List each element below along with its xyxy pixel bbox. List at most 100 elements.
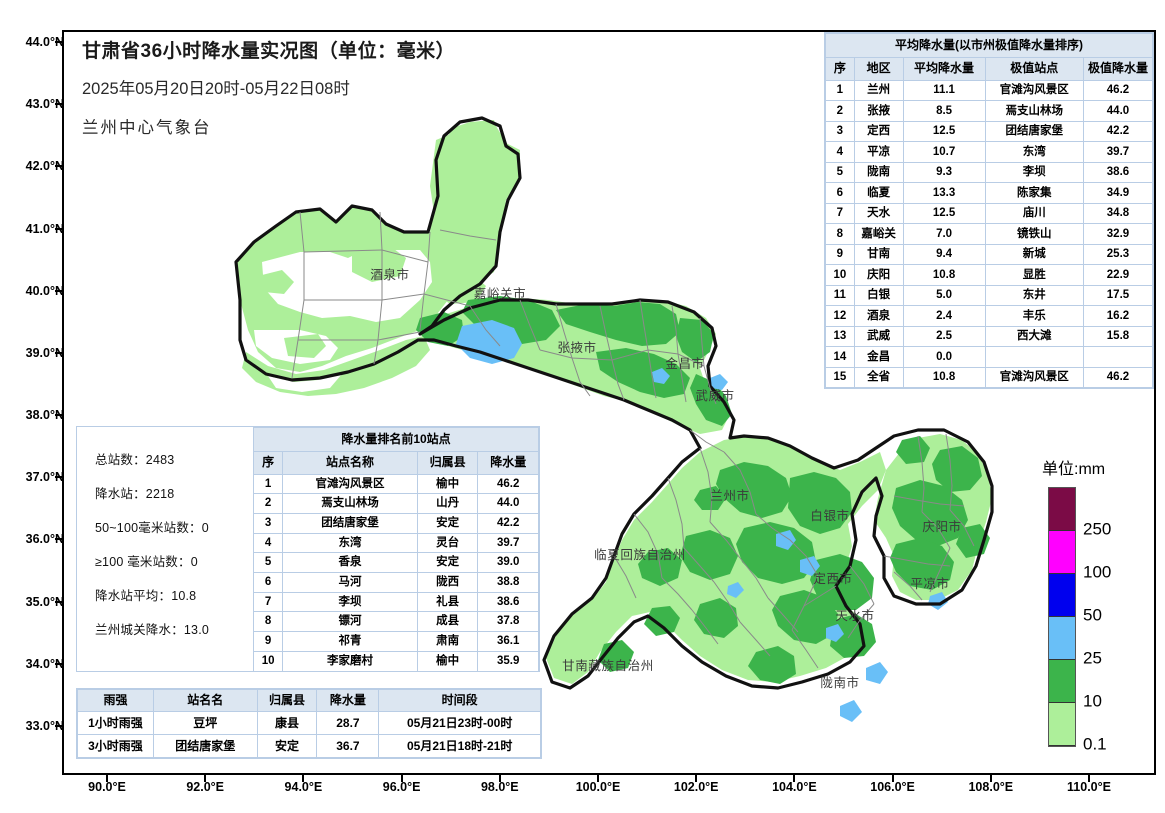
table-row: 8 镖河 成县 37.8 xyxy=(252,611,539,633)
latitude-tick-label: 35.0°N xyxy=(25,594,64,609)
table-row: 5 陇南 9.3 李坝 38.6 xyxy=(825,161,1154,184)
col-header-max: 极值降水量 xyxy=(1082,57,1154,81)
table-cell: 8 xyxy=(252,611,284,633)
latitude-tick-label: 44.0°N xyxy=(25,35,64,49)
title-block: 甘肃省36小时降水量实况图（单位：毫米） 2025年05月20日20时-05月2… xyxy=(82,36,455,138)
table-cell: 榆中 xyxy=(416,650,479,672)
latitude-tick-label: 33.0°N xyxy=(25,719,64,733)
table-cell: 镜铁山 xyxy=(984,223,1084,245)
longitude-tick-label: 90.0°E xyxy=(88,780,126,794)
city-label: 金昌市 xyxy=(665,356,704,371)
col-header-county: 归属县 xyxy=(256,688,318,713)
table-cell: 46.2 xyxy=(1082,366,1154,389)
table-cell: 46.2 xyxy=(1082,79,1154,102)
table-cell: 9.4 xyxy=(902,243,986,266)
latitude-tick-label: 41.0°N xyxy=(25,221,64,236)
table-cell: 榆中 xyxy=(416,473,479,495)
table-cell: 34.9 xyxy=(1082,182,1154,204)
top10-stations-panel: 降水量排名前10站点 序 站点名称 归属县 降水量 1 官滩沟风景区 榆中 46.2 2… xyxy=(252,426,539,672)
table-cell: 西大滩 xyxy=(984,325,1084,348)
table-cell: 7 xyxy=(825,202,855,225)
table-cell: 团结唐家堡 xyxy=(152,734,258,759)
col-header-station: 站名名 xyxy=(152,688,258,713)
table-cell: 8.5 xyxy=(902,100,986,122)
table-row: 3 定西 12.5 团结唐家堡 42.2 xyxy=(825,120,1154,143)
city-label: 武威市 xyxy=(695,388,734,403)
top10-header-row: 序 站点名称 归属县 降水量 xyxy=(252,451,539,475)
summary-stat-line: ≥100 毫米站数：0 xyxy=(95,555,198,569)
table-cell: 9 xyxy=(825,243,855,266)
table-row: 13 武威 2.5 西大滩 15.8 xyxy=(825,325,1154,348)
table-row: 4 东湾 灵台 39.7 xyxy=(252,532,539,554)
latitude-tick xyxy=(55,725,62,727)
table-cell: 马河 xyxy=(282,572,418,593)
table-row: 1 兰州 11.1 官滩沟风景区 46.2 xyxy=(825,79,1154,102)
table-cell: 东湾 xyxy=(984,141,1084,163)
latitude-tick-label: 37.0°N xyxy=(25,470,64,485)
table-cell: 5 xyxy=(825,161,855,184)
table-cell: 46.2 xyxy=(477,473,539,495)
table-cell xyxy=(984,346,1084,368)
latitude-tick-label: 36.0°N xyxy=(25,532,64,547)
table-cell: 13.3 xyxy=(902,182,986,204)
longitude-tick xyxy=(597,775,599,782)
city-label: 白银市 xyxy=(810,508,849,523)
col-header-seq: 序 xyxy=(252,451,284,475)
table-cell: 7 xyxy=(252,591,284,613)
table-row: 9 祁青 肃南 36.1 xyxy=(252,631,539,652)
table-cell: 成县 xyxy=(416,611,479,633)
summary-stat-line: 降水站：2218 xyxy=(95,487,175,501)
longitude-tick xyxy=(989,775,992,782)
table-cell: 肃南 xyxy=(416,631,479,652)
table-cell: 平凉 xyxy=(853,141,904,163)
longitude-tick-label: 108.0°E xyxy=(968,780,1014,794)
col-header-period: 时间段 xyxy=(378,688,541,713)
table-row: 7 天水 12.5 庙川 34.8 xyxy=(825,202,1154,225)
table-row: 1 官滩沟风景区 榆中 46.2 xyxy=(252,473,539,495)
table-cell: 金昌 xyxy=(853,346,904,368)
map-precip-fill-mid xyxy=(416,296,990,684)
table-cell: 39.0 xyxy=(477,552,539,574)
longitude-tick-label: 96.0°E xyxy=(382,780,421,794)
table-cell: 39.7 xyxy=(1082,141,1154,163)
table-cell: 东井 xyxy=(984,284,1084,307)
table-cell: 38.6 xyxy=(477,591,539,613)
table-cell: 临夏 xyxy=(853,182,904,204)
city-label: 嘉峪关市 xyxy=(474,286,526,301)
table-cell: 兰州 xyxy=(853,79,904,102)
latitude-tick xyxy=(55,600,62,603)
rain-intensity-table: 雨强 站名名 归属县 降水量 时间段 1小时雨强 豆坪 康县 28.7 05月21日23… xyxy=(76,688,542,760)
legend-tick-label: 100 xyxy=(1083,562,1112,582)
table-cell: 康县 xyxy=(256,711,318,736)
average-precipitation-table: 平均降水量(以市州极值降水量排序) 序 地区 平均降水量 极值站点 极值降水量 … xyxy=(824,32,1154,390)
latitude-tick xyxy=(55,227,62,230)
longitude-tick xyxy=(302,775,305,782)
top10-table-title: 降水量排名前10站点 xyxy=(253,426,539,453)
province-border xyxy=(234,116,994,690)
table-cell: 36.7 xyxy=(316,734,380,759)
latitude-tick xyxy=(55,476,62,479)
avg-table-body: 1 兰州 11.1 官滩沟风景区 46.2 2 张掖 8.5 焉支山林场 44.0 3 定西 12.5 团… xyxy=(825,79,1154,389)
latitude-tick-label: 34.0°N xyxy=(25,656,64,671)
table-row: 15 全省 10.8 官滩沟风景区 46.2 xyxy=(825,366,1154,389)
col-header-county: 归属县 xyxy=(416,451,479,475)
city-label: 张掖市 xyxy=(557,340,596,355)
table-row: 5 香泉 安定 39.0 xyxy=(252,552,539,574)
col-header-avg: 平均降水量 xyxy=(902,57,986,81)
longitude-tick xyxy=(793,775,796,782)
table-row: 2 焉支山林场 山丹 44.0 xyxy=(252,493,539,515)
table-row: 4 平凉 10.7 东湾 39.7 xyxy=(825,141,1154,163)
table-cell: 礼县 xyxy=(416,591,479,613)
latitude-tick-label: 38.0°N xyxy=(25,408,64,423)
table-cell: 豆坪 xyxy=(152,711,258,736)
table-cell: 安定 xyxy=(416,552,479,574)
latitude-tick xyxy=(55,165,62,168)
table-cell: 5.0 xyxy=(902,284,986,307)
latitude-tick xyxy=(55,289,62,292)
col-header-station: 站点名称 xyxy=(282,451,418,475)
legend-tick-label: 0.1 xyxy=(1083,734,1107,754)
top10-table-body: 1 官滩沟风景区 榆中 46.2 2 焉支山林场 山丹 44.0 3 团结唐家堡 安定 42.2 4 东湾… xyxy=(252,473,539,672)
legend-swatch xyxy=(1049,617,1075,660)
